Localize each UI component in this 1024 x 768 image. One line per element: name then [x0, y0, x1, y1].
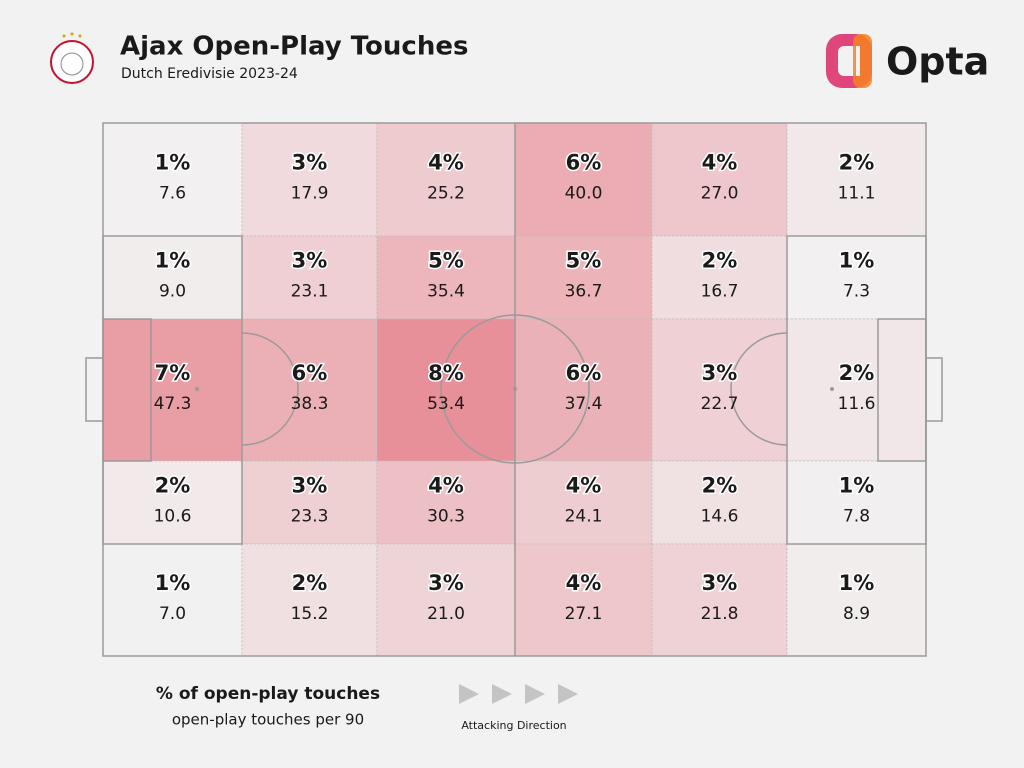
value-label: 35.4	[427, 282, 465, 302]
share-label: 3%	[702, 571, 738, 595]
chart-title: Ajax Open-Play Touches	[120, 32, 468, 62]
value-label: 7.8	[843, 507, 870, 527]
share-label: 7%	[155, 361, 191, 385]
share-label: 1%	[155, 151, 191, 175]
value-label: 17.9	[291, 184, 329, 204]
direction-label: Attacking Direction	[461, 719, 566, 732]
chart-subtitle: Dutch Eredivisie 2023-24	[121, 66, 298, 82]
heat-cell	[651, 235, 788, 320]
heat-cell	[651, 122, 788, 237]
pitch-lines	[85, 122, 943, 657]
share-label: 4%	[702, 151, 738, 175]
brand-logo	[826, 34, 872, 88]
heat-cell	[786, 318, 927, 462]
value-label: 38.3	[291, 394, 329, 414]
legend-secondary: open-play touches per 90	[172, 711, 364, 729]
legend-primary: % of open-play touches	[156, 684, 380, 704]
heat-cell	[651, 318, 788, 462]
share-label: 2%	[839, 151, 875, 175]
value-label: 23.3	[291, 507, 329, 527]
heat-cell	[376, 235, 516, 320]
share-label: 6%	[292, 361, 328, 385]
value-label: 7.0	[159, 604, 186, 624]
share-label: 1%	[839, 474, 875, 498]
share-label: 1%	[155, 249, 191, 273]
value-label: 9.0	[159, 282, 186, 302]
value-label: 30.3	[427, 507, 465, 527]
share-label: 3%	[292, 474, 328, 498]
share-label: 2%	[155, 474, 191, 498]
share-label: 4%	[428, 151, 464, 175]
heat-cell	[376, 122, 516, 237]
value-label: 16.7	[701, 282, 739, 302]
value-label: 53.4	[427, 394, 465, 414]
value-label: 24.1	[565, 507, 603, 527]
share-label: 4%	[566, 474, 602, 498]
heat-cell	[514, 122, 653, 237]
heat-cell	[514, 543, 653, 657]
share-label: 2%	[702, 249, 738, 273]
heat-cell	[651, 543, 788, 657]
share-label: 6%	[566, 151, 602, 175]
heat-cell	[376, 318, 516, 462]
value-label: 47.3	[154, 394, 192, 414]
share-label: 2%	[292, 571, 328, 595]
heat-cell	[786, 543, 927, 657]
value-label: 8.9	[843, 604, 870, 624]
share-label: 1%	[839, 571, 875, 595]
value-label: 15.2	[291, 604, 329, 624]
heat-cell	[241, 318, 378, 462]
value-label: 11.6	[838, 394, 876, 414]
share-label: 5%	[428, 249, 464, 273]
heat-cell	[102, 235, 243, 320]
heat-cell	[241, 122, 378, 237]
brand-name: Opta	[886, 40, 989, 84]
share-label: 3%	[702, 361, 738, 385]
heat-cell	[786, 460, 927, 545]
share-label: 2%	[839, 361, 875, 385]
value-label: 7.6	[159, 184, 186, 204]
value-label: 23.1	[291, 282, 329, 302]
value-label: 21.0	[427, 604, 465, 624]
value-label: 14.6	[701, 507, 739, 527]
value-label: 27.1	[565, 604, 603, 624]
share-label: 4%	[428, 474, 464, 498]
share-label: 4%	[566, 571, 602, 595]
heat-cell	[514, 460, 653, 545]
share-label: 1%	[839, 249, 875, 273]
club-badge	[50, 32, 94, 84]
value-label: 27.0	[701, 184, 739, 204]
heat-cell	[786, 122, 927, 237]
value-label: 25.2	[427, 184, 465, 204]
heat-cell	[514, 318, 653, 462]
value-label: 7.3	[843, 282, 870, 302]
share-label: 5%	[566, 249, 602, 273]
heat-cell	[102, 460, 243, 545]
share-label: 8%	[428, 361, 464, 385]
value-label: 22.7	[701, 394, 739, 414]
share-label: 6%	[566, 361, 602, 385]
value-label: 36.7	[565, 282, 603, 302]
share-label: 3%	[428, 571, 464, 595]
heat-cell	[241, 543, 378, 657]
value-label: 40.0	[565, 184, 603, 204]
share-label: 1%	[155, 571, 191, 595]
heat-cell	[102, 543, 243, 657]
value-label: 10.6	[154, 507, 192, 527]
heat-cell	[102, 318, 243, 462]
value-label: 11.1	[838, 184, 876, 204]
heat-cell	[376, 460, 516, 545]
value-label: 21.8	[701, 604, 739, 624]
share-label: 2%	[702, 474, 738, 498]
share-label: 3%	[292, 249, 328, 273]
heat-cell	[102, 122, 243, 237]
heat-cell	[376, 543, 516, 657]
share-label: 3%	[292, 151, 328, 175]
direction-arrows	[459, 684, 578, 704]
value-label: 37.4	[565, 394, 603, 414]
